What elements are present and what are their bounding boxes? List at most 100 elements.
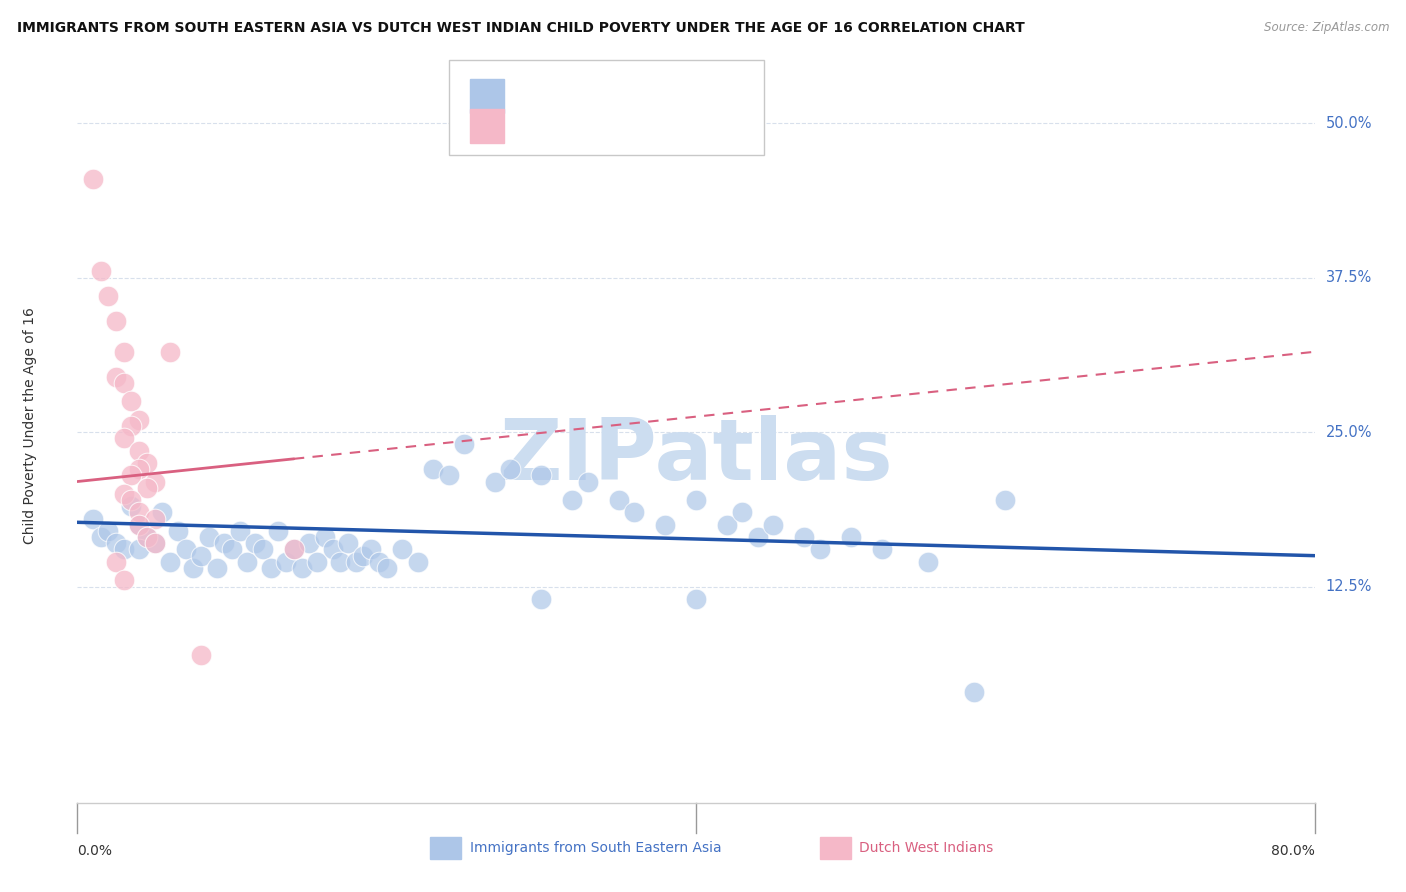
Point [112, 487, 135, 501]
Point [136, 530, 159, 544]
Point [252, 542, 274, 557]
Text: 25.0%: 25.0% [1326, 425, 1372, 440]
FancyBboxPatch shape [449, 61, 763, 154]
Point [136, 456, 159, 470]
Point [228, 524, 252, 538]
Point [143, 475, 166, 489]
Point [375, 561, 398, 575]
Point [82, 171, 104, 186]
Text: R =: R = [519, 119, 553, 134]
Text: R =: R = [519, 88, 553, 103]
Point [291, 561, 314, 575]
Point [276, 555, 298, 569]
Point [198, 530, 221, 544]
Point [159, 555, 181, 569]
Point [406, 555, 429, 569]
Point [167, 524, 190, 538]
Point [143, 536, 166, 550]
Point [128, 443, 150, 458]
Text: Immigrants from South Eastern Asia: Immigrants from South Eastern Asia [470, 841, 721, 855]
Point [121, 468, 143, 483]
Point [112, 376, 135, 390]
Point [530, 468, 553, 483]
Point [561, 493, 583, 508]
Point [716, 517, 738, 532]
Point [607, 493, 630, 508]
Point [128, 517, 150, 532]
Point [143, 536, 166, 550]
Point [245, 536, 267, 550]
Point [90, 264, 111, 278]
Point [530, 591, 553, 606]
Point [917, 555, 939, 569]
Text: 37.5%: 37.5% [1326, 270, 1372, 285]
Point [105, 555, 127, 569]
Point [105, 369, 127, 384]
Text: 0.0%: 0.0% [77, 844, 112, 858]
Point [159, 344, 181, 359]
Point [183, 561, 205, 575]
Point [731, 505, 754, 519]
Text: Dutch West Indians: Dutch West Indians [859, 841, 994, 855]
Point [221, 542, 243, 557]
Point [112, 431, 135, 445]
Point [422, 462, 444, 476]
Point [112, 542, 135, 557]
Point [368, 555, 391, 569]
Text: 0.057: 0.057 [554, 119, 602, 134]
Point [298, 536, 321, 550]
Point [747, 530, 769, 544]
Point [307, 555, 329, 569]
Point [97, 524, 120, 538]
Point [90, 530, 111, 544]
Point [260, 561, 283, 575]
Bar [470, 110, 505, 144]
Point [128, 542, 150, 557]
Point [391, 542, 413, 557]
Point [174, 542, 197, 557]
Bar [430, 837, 461, 859]
Point [97, 289, 120, 303]
Point [808, 542, 831, 557]
Point [112, 344, 135, 359]
Text: 67: 67 [665, 88, 685, 103]
Point [322, 542, 344, 557]
Point [337, 536, 360, 550]
Text: N =: N = [620, 88, 664, 103]
Point [283, 542, 305, 557]
Point [205, 561, 228, 575]
Point [352, 549, 374, 563]
Point [190, 648, 212, 662]
Point [136, 530, 159, 544]
Bar [470, 79, 505, 113]
Point [283, 542, 305, 557]
Point [870, 542, 893, 557]
Text: Source: ZipAtlas.com: Source: ZipAtlas.com [1264, 21, 1389, 34]
Point [963, 684, 986, 698]
Text: 12.5%: 12.5% [1326, 579, 1372, 594]
Point [105, 314, 127, 328]
Point [499, 462, 522, 476]
Point [190, 549, 212, 563]
Text: 50.0%: 50.0% [1326, 116, 1372, 131]
Point [344, 555, 367, 569]
Point [128, 413, 150, 427]
Point [329, 555, 352, 569]
Point [121, 500, 143, 514]
Point [685, 493, 707, 508]
Point [128, 462, 150, 476]
Point [623, 505, 645, 519]
Point [128, 505, 150, 519]
Point [105, 536, 127, 550]
Point [576, 475, 599, 489]
Point [314, 530, 336, 544]
Point [437, 468, 460, 483]
Point [360, 542, 382, 557]
Text: Child Poverty Under the Age of 16: Child Poverty Under the Age of 16 [24, 308, 38, 544]
Text: ZIPatlas: ZIPatlas [499, 415, 893, 498]
Bar [820, 837, 851, 859]
Point [685, 591, 707, 606]
Point [128, 517, 150, 532]
Text: N =: N = [620, 119, 664, 134]
Point [121, 419, 143, 434]
